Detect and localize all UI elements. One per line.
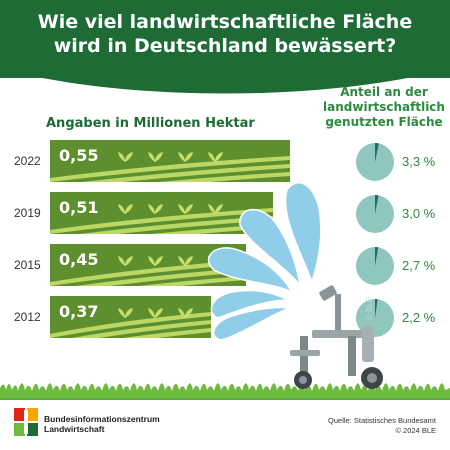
- year-label: 2022: [14, 154, 41, 168]
- field-pattern: [50, 296, 211, 338]
- header-curve: [0, 62, 450, 94]
- year-label: 2019: [14, 206, 41, 220]
- share-pie-slice: [375, 299, 378, 318]
- watermark: © BLE: [365, 296, 374, 320]
- bar-2015: 0,45: [50, 244, 246, 286]
- logo-text: Bundesinformationszentrum Landwirtschaft: [44, 414, 160, 434]
- share-percent-label: 3,3 %: [402, 154, 436, 169]
- bar-2019: 0,51: [50, 192, 273, 234]
- share-percent-label: 2,7 %: [402, 258, 436, 273]
- unit-label: Angaben in Millionen Hektar: [46, 116, 255, 131]
- share-heading: Anteil an der landwirtschaftlich genutzt…: [320, 85, 448, 130]
- logo-line-2: Landwirtschaft: [44, 424, 105, 434]
- source-note: Quelle: Statistisches Bundesamt © 2024 B…: [328, 416, 436, 436]
- share-heading-line-1: Anteil an der: [340, 85, 428, 99]
- share-pie-slice: [375, 195, 379, 214]
- bar-value-label: 0,45: [59, 250, 99, 269]
- year-label: 2015: [14, 258, 41, 272]
- bar-value-label: 0,55: [59, 146, 99, 165]
- share-pie-2015: [356, 246, 394, 285]
- ble-logo-icon: [14, 408, 38, 436]
- footer-divider: [0, 398, 450, 400]
- share-pie-slice: [375, 246, 379, 266]
- share-pie-2019: [356, 195, 394, 233]
- title-line-2: wird in Deutschland bewässert?: [53, 35, 397, 57]
- title-line-1: Wie viel landwirtschaftliche Fläche: [37, 11, 413, 33]
- share-pie-2022: [356, 143, 394, 181]
- share-percent-label: 2,2 %: [402, 310, 436, 325]
- source-line-1: Quelle: Statistisches Bundesamt: [328, 416, 436, 425]
- share-percent-label: 3,0 %: [402, 206, 436, 221]
- share-heading-line-2: landwirtschaftlich: [323, 100, 445, 114]
- field-pattern: [50, 192, 273, 234]
- bar-2022: 0,55: [50, 140, 290, 182]
- share-heading-line-3: genutzten Fläche: [325, 115, 443, 129]
- page-title: Wie viel landwirtschaftliche Fläche wird…: [0, 10, 450, 58]
- share-pie-2012: [356, 299, 394, 337]
- bar-value-label: 0,37: [59, 302, 99, 321]
- field-pattern: [50, 140, 290, 182]
- source-line-2: © 2024 BLE: [395, 426, 436, 435]
- bar-value-label: 0,51: [59, 198, 99, 217]
- year-label: 2012: [14, 310, 41, 324]
- grass-strip: [0, 383, 450, 398]
- logo-line-1: Bundesinformationszentrum: [44, 414, 160, 424]
- share-pie-slice: [375, 143, 379, 162]
- bar-2012: 0,37: [50, 296, 211, 338]
